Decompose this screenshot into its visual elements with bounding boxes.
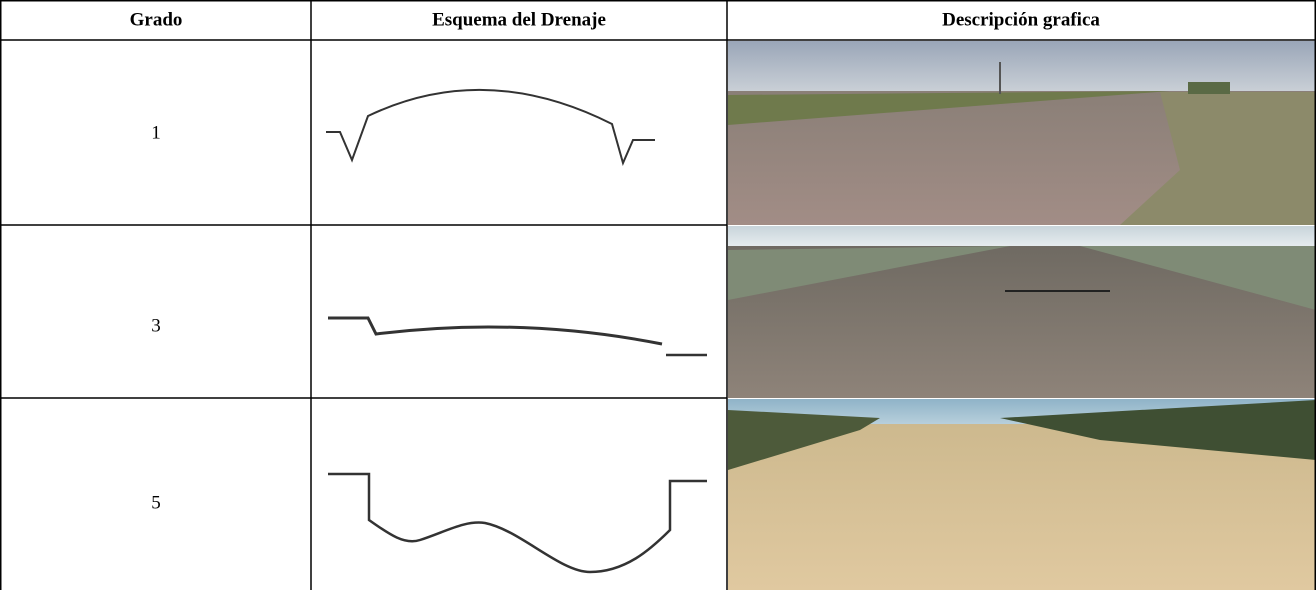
scheme-1 bbox=[326, 88, 655, 166]
photo-3 bbox=[728, 399, 1316, 590]
header-cell: Descripción grafica bbox=[942, 9, 1100, 30]
grade-cell: 3 bbox=[151, 315, 161, 336]
grade-cell: 1 bbox=[151, 122, 161, 143]
photo-2 bbox=[728, 226, 1316, 398]
grade-cell: 5 bbox=[151, 492, 161, 513]
scheme-5 bbox=[328, 472, 707, 574]
photo-1 bbox=[728, 41, 1316, 225]
drainage-schemes bbox=[326, 88, 707, 574]
header-cell: Esquema del Drenaje bbox=[432, 9, 606, 30]
scheme-3 bbox=[328, 316, 663, 346]
header-cell: Grado bbox=[130, 9, 183, 30]
